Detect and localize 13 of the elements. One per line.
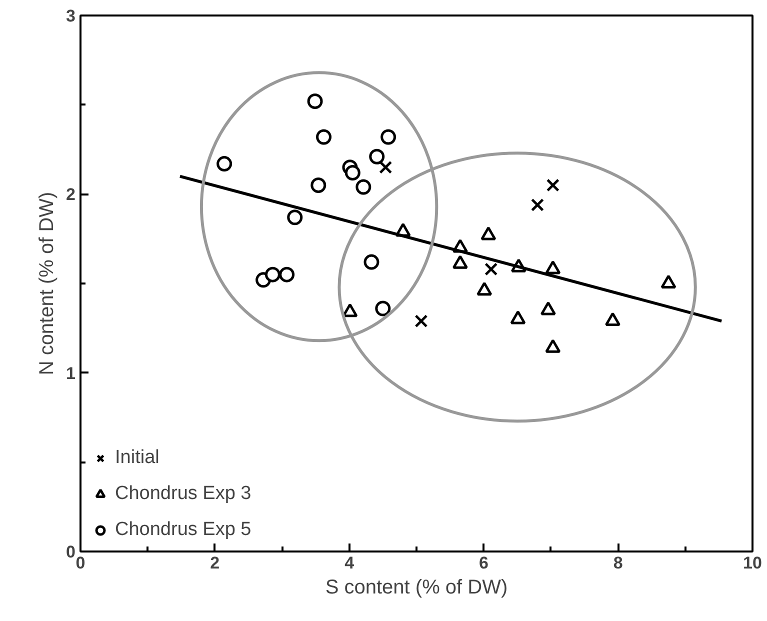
y-tick-label: 2 [66, 185, 76, 204]
legend-label: Chondrus Exp 5 [115, 519, 252, 541]
x-tick-label: 8 [613, 554, 623, 572]
x-axis-title: S content (% of DW) [325, 576, 508, 598]
legend-label: Initial [115, 447, 160, 469]
y-tick-label: 3 [66, 6, 76, 26]
legend-label: Chondrus Exp 3 [115, 483, 252, 505]
x-tick-label: 4 [344, 554, 355, 572]
y-axis-title: N content (% of DW) [36, 192, 58, 376]
x-tick-label: 10 [743, 554, 762, 572]
x-tick-label: 6 [478, 554, 488, 572]
x-tick-label: 2 [210, 554, 220, 572]
y-tick-label: 1 [66, 364, 76, 383]
